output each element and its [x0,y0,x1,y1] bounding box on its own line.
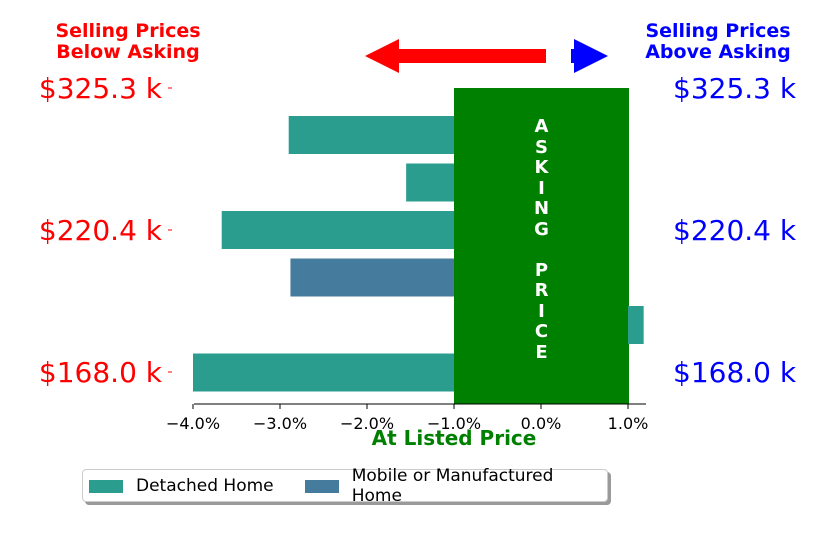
header-above-asking: Selling Prices Above Asking [645,20,791,63]
price-label-right-middle: $220.4 k [673,214,797,247]
x-tick-label: −2.0% [339,414,395,433]
asking-letter: A [534,116,549,137]
price-label-left-middle: $220.4 k [38,214,162,247]
price-label-right-top: $325.3 k [673,72,797,105]
right-arrow-icon [571,39,608,73]
legend-item-mobile: Mobile or Manufactured Home [305,466,607,506]
bar-2 [406,163,454,202]
asking-letter: I [538,177,545,199]
asking-letter: N [533,198,550,219]
bar-1 [288,116,454,154]
legend-item-detached: Detached Home [89,476,274,496]
x-tick-label: −3.0% [252,414,308,433]
asking-letter [454,240,629,261]
bar-5 [628,306,644,344]
asking-price-label: A S K I N G P R I C E [454,116,629,363]
asking-letter: P [534,259,549,281]
x-tick-label: 1.0% [607,414,649,433]
price-label-right-bottom: $168.0 k [673,356,797,389]
legend-swatch-detached [89,479,123,493]
legend: Detached Home Mobile or Manufactured Hom… [82,466,608,506]
x-tick-label: −4.0% [165,414,221,433]
asking-price-band [454,88,629,404]
x-axis-label: At Listed Price [371,426,537,450]
asking-letter: E [535,341,548,363]
x-tick-label: −1.0% [426,414,482,433]
legend-label-mobile: Mobile or Manufactured Home [351,466,554,506]
direction-arrows [365,39,608,73]
asking-letter: C [534,321,549,342]
y-tick-marks [168,87,172,373]
legend-label-detached: Detached Home [136,476,274,496]
left-arrow-icon [365,39,546,73]
bar-3 [221,211,454,249]
asking-letter: K [534,157,549,178]
x-tick-label: 0.0% [520,414,562,433]
legend-swatch-mobile [305,479,339,493]
header-below-asking: Selling Prices Below Asking [55,20,201,63]
bar-4 [290,258,454,297]
asking-letter: G [534,218,549,240]
asking-letter: I [538,300,545,322]
bar-6 [193,353,454,392]
price-label-left-bottom: $168.0 k [38,356,162,389]
asking-letter: R [534,280,549,301]
price-label-left-top: $325.3 k [38,72,162,105]
asking-letter: S [535,136,548,158]
